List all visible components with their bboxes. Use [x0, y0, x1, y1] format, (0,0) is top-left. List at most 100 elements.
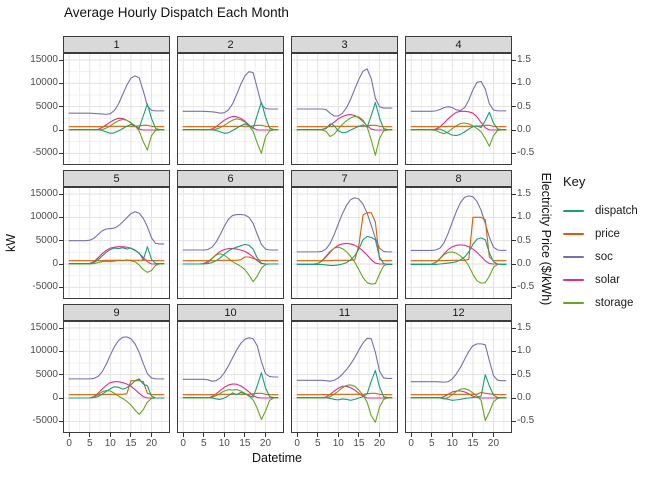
facet-panel-5	[63, 187, 170, 299]
series-line-solar	[182, 248, 279, 265]
series-line-soc	[410, 195, 507, 252]
x-tick-label: 5	[200, 438, 207, 449]
y-left-tick-label: -5000	[32, 281, 58, 293]
x-tick-mark	[296, 433, 298, 437]
y-right-tick-label: 0.0	[517, 124, 531, 135]
facet-panel-9	[63, 321, 170, 433]
series-line-storage	[296, 384, 393, 423]
x-tick-label: 0	[408, 438, 414, 449]
x-tick-label: 20	[373, 438, 386, 449]
y-left-tick-label: 15000	[30, 322, 58, 333]
y-right-tick-mark	[512, 82, 516, 84]
y-left-tick-label: 15000	[30, 188, 58, 199]
y-left-tick-mark	[59, 397, 63, 399]
facet-strip-label: 10	[224, 306, 237, 319]
series-line-solar	[68, 117, 165, 131]
chart-title: Average Hourly Dispatch Each Month	[64, 5, 289, 20]
x-tick-mark	[89, 433, 91, 437]
legend-entry-solar: solar	[563, 268, 638, 291]
facet-strip-label: 6	[227, 172, 234, 185]
facet-strip-label: 5	[113, 172, 120, 185]
x-tick-label: 0	[66, 438, 72, 449]
facet-strip-7: 7	[291, 170, 398, 187]
facet-strip-label: 1	[113, 38, 120, 51]
x-tick-mark	[337, 433, 339, 437]
legend-key-line-solar	[563, 278, 584, 281]
series-line-dispatch	[410, 237, 507, 266]
series-line-soc	[182, 337, 279, 382]
y-left-tick-label: -5000	[32, 147, 58, 159]
y-right-tick-label: 0.0	[517, 258, 531, 269]
legend-entry-dispatch: dispatch	[563, 199, 638, 222]
legend-entries: dispatch price soc solar storage	[563, 199, 638, 314]
series-line-dispatch	[296, 101, 393, 134]
y-right-tick-label: 0.5	[517, 368, 531, 380]
x-tick-mark	[244, 433, 246, 437]
series-line-storage	[182, 118, 279, 154]
x-tick-label: 15	[239, 438, 251, 449]
x-tick-mark	[492, 433, 494, 437]
y-left-tick-mark	[59, 82, 63, 84]
series-line-price	[296, 124, 393, 128]
legend-label-storage: storage	[595, 296, 634, 309]
series-line-price	[182, 124, 279, 128]
series-line-price	[296, 212, 393, 262]
facet-strip-1: 1	[63, 36, 170, 53]
y-axis-label-left: kW	[4, 233, 18, 253]
series-line-dispatch	[182, 243, 279, 265]
x-tick-mark	[68, 433, 70, 437]
facet-panel-4	[405, 53, 512, 165]
y-left-tick-mark	[59, 59, 63, 61]
y-right-tick-mark	[512, 240, 516, 242]
x-tick-mark	[358, 433, 360, 437]
y-right-tick-label: -0.5	[517, 415, 535, 427]
series-line-solar	[68, 381, 165, 399]
facet-panel-10	[177, 321, 284, 433]
y-left-tick-mark	[59, 240, 63, 242]
x-tick-label: 15	[467, 438, 479, 449]
y-right-tick-label: -0.5	[517, 281, 535, 293]
facet-strip-label: 4	[455, 38, 462, 51]
y-right-tick-mark	[512, 374, 516, 376]
series-line-soc	[410, 343, 507, 383]
x-tick-mark	[317, 433, 319, 437]
y-left-tick-mark	[59, 286, 63, 288]
y-left-tick-label: 0	[52, 392, 58, 403]
series-line-storage	[68, 118, 165, 151]
y-right-tick-mark	[512, 152, 516, 154]
facet-strip-2: 2	[177, 36, 284, 53]
facet-panel-12	[405, 321, 512, 433]
facet-strip-label: 12	[452, 306, 465, 319]
y-left-tick-label: 5000	[35, 368, 58, 380]
facet-strip-label: 7	[341, 172, 348, 185]
legend-entry-price: price	[563, 222, 638, 245]
series-line-storage	[68, 259, 165, 273]
facet-strip-label: 9	[113, 306, 120, 319]
facet-strip-5: 5	[63, 170, 170, 187]
y-left-tick-label: -5000	[32, 415, 58, 427]
x-tick-mark	[223, 433, 225, 437]
x-tick-label: 10	[218, 438, 230, 449]
legend-entry-storage: storage	[563, 291, 638, 314]
series-line-dispatch	[410, 111, 507, 137]
x-tick-mark	[109, 433, 111, 437]
series-line-soc	[296, 337, 393, 382]
series-line-dispatch	[410, 374, 507, 401]
series-line-price	[182, 256, 279, 262]
legend-key-line-price	[563, 232, 584, 235]
y-left-tick-label: 10000	[30, 345, 58, 357]
x-tick-label: 0	[294, 438, 300, 449]
series-line-price	[410, 124, 507, 128]
y-left-tick-mark	[59, 216, 63, 218]
legend-label-price: price	[595, 227, 620, 240]
legend-entry-soc: soc	[563, 245, 638, 268]
y-left-tick-mark	[59, 193, 63, 195]
x-tick-mark	[431, 433, 433, 437]
x-tick-mark	[410, 433, 412, 437]
y-left-tick-mark	[59, 106, 63, 108]
y-right-tick-mark	[512, 59, 516, 61]
legend-label-solar: solar	[595, 273, 620, 286]
x-tick-label: 10	[332, 438, 344, 449]
y-axis-label-right: Electricity Price ($/kWh)	[539, 172, 553, 306]
series-line-dispatch	[296, 369, 393, 401]
